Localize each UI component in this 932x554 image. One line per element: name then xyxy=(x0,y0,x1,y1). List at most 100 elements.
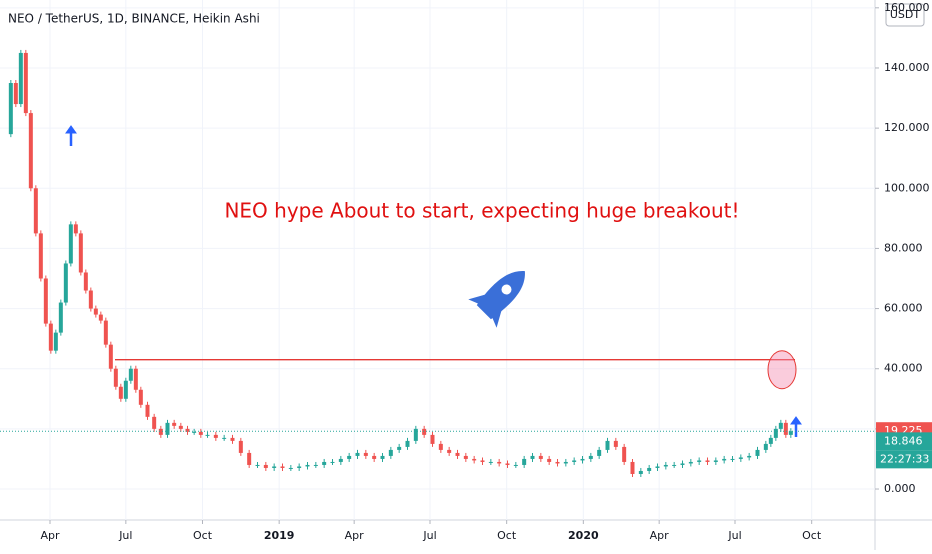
candle xyxy=(53,332,58,351)
candle xyxy=(28,113,33,189)
currency-box[interactable] xyxy=(885,3,925,27)
x-tick-label: Jul xyxy=(118,529,132,542)
candle xyxy=(103,320,108,345)
candle xyxy=(447,449,452,453)
annotation: NEO hype About to start, expecting huge … xyxy=(224,199,739,223)
x-tick-label: Apr xyxy=(345,529,365,542)
x-tick-label: 2019 xyxy=(264,529,295,542)
candle xyxy=(647,467,652,471)
candle xyxy=(497,461,502,464)
candle xyxy=(38,233,43,279)
candle xyxy=(128,368,133,381)
candle xyxy=(755,449,760,456)
candle xyxy=(747,455,752,458)
candle xyxy=(363,452,368,456)
candle xyxy=(138,389,143,405)
y-tick-label: 100.000 xyxy=(884,181,930,194)
candle xyxy=(472,458,477,461)
candle xyxy=(247,452,252,465)
candle xyxy=(123,380,128,399)
candle xyxy=(73,224,78,234)
y-tick-label: 140.000 xyxy=(884,61,930,74)
candle xyxy=(522,458,527,465)
candle xyxy=(422,428,427,435)
up-arrow xyxy=(790,416,802,437)
candle xyxy=(380,455,385,459)
countdown-label: 22:27:33 xyxy=(880,452,929,465)
candle xyxy=(438,443,443,450)
candle xyxy=(630,461,635,474)
candle xyxy=(738,457,743,459)
candle xyxy=(172,422,177,426)
candle xyxy=(198,431,203,435)
candle xyxy=(430,434,435,444)
candle xyxy=(768,437,773,444)
x-tick-label: Oct xyxy=(497,529,517,542)
y-tick-label: 0.000 xyxy=(884,482,916,495)
candle xyxy=(555,461,560,464)
candle xyxy=(63,263,68,303)
candle xyxy=(88,290,93,309)
candle xyxy=(8,83,13,135)
second-price-tag xyxy=(876,432,932,451)
candle xyxy=(663,464,668,467)
candle xyxy=(355,452,360,456)
y-tick-label: 80.000 xyxy=(884,241,923,254)
candle xyxy=(778,422,783,429)
up-arrow xyxy=(65,125,77,146)
candle xyxy=(488,461,493,463)
candle xyxy=(480,460,485,462)
candle xyxy=(563,461,568,464)
candle xyxy=(230,437,235,441)
candle xyxy=(98,314,103,321)
candle xyxy=(288,467,293,469)
candle xyxy=(688,461,693,464)
candle xyxy=(192,431,197,433)
candle xyxy=(763,443,768,450)
candles xyxy=(8,49,793,477)
candle xyxy=(588,455,593,459)
countdown-tag xyxy=(876,450,932,469)
candle xyxy=(580,458,585,461)
candle xyxy=(145,404,150,417)
candle xyxy=(58,302,63,333)
candle xyxy=(722,458,727,461)
y-tick-label: 120.000 xyxy=(884,121,930,134)
candle xyxy=(43,278,48,324)
chart-title: NEO / TetherUS, 1D, BINANCE, Heikin Ashi xyxy=(8,12,260,26)
second-price-label: 18.846 xyxy=(884,434,923,447)
candle xyxy=(238,440,243,453)
candle xyxy=(697,460,702,462)
rocket xyxy=(468,271,525,328)
candle xyxy=(118,386,123,399)
candle xyxy=(305,464,310,467)
candle xyxy=(48,323,53,351)
candle xyxy=(530,455,535,459)
candle xyxy=(205,434,210,436)
candle xyxy=(538,455,543,459)
candle xyxy=(783,422,788,435)
candle xyxy=(255,464,260,466)
candle xyxy=(158,428,163,435)
candle xyxy=(263,464,268,468)
candle xyxy=(13,83,18,105)
candle xyxy=(330,461,335,463)
candle xyxy=(322,461,327,465)
candle xyxy=(372,455,377,459)
candle xyxy=(78,233,83,273)
candle xyxy=(83,272,88,291)
candle xyxy=(513,464,518,466)
x-tick-label: Apr xyxy=(40,529,60,542)
candle xyxy=(18,52,23,105)
x-tick-label: 2020 xyxy=(568,529,599,542)
y-tick-label: 160.000 xyxy=(884,1,930,14)
candle xyxy=(680,463,685,465)
candle xyxy=(773,428,778,438)
candle xyxy=(388,449,393,456)
y-tick-label: 40.000 xyxy=(884,362,923,375)
candle xyxy=(222,437,227,439)
currency[interactable]: USDT xyxy=(890,8,921,21)
candle xyxy=(405,440,410,447)
candle xyxy=(547,458,552,462)
